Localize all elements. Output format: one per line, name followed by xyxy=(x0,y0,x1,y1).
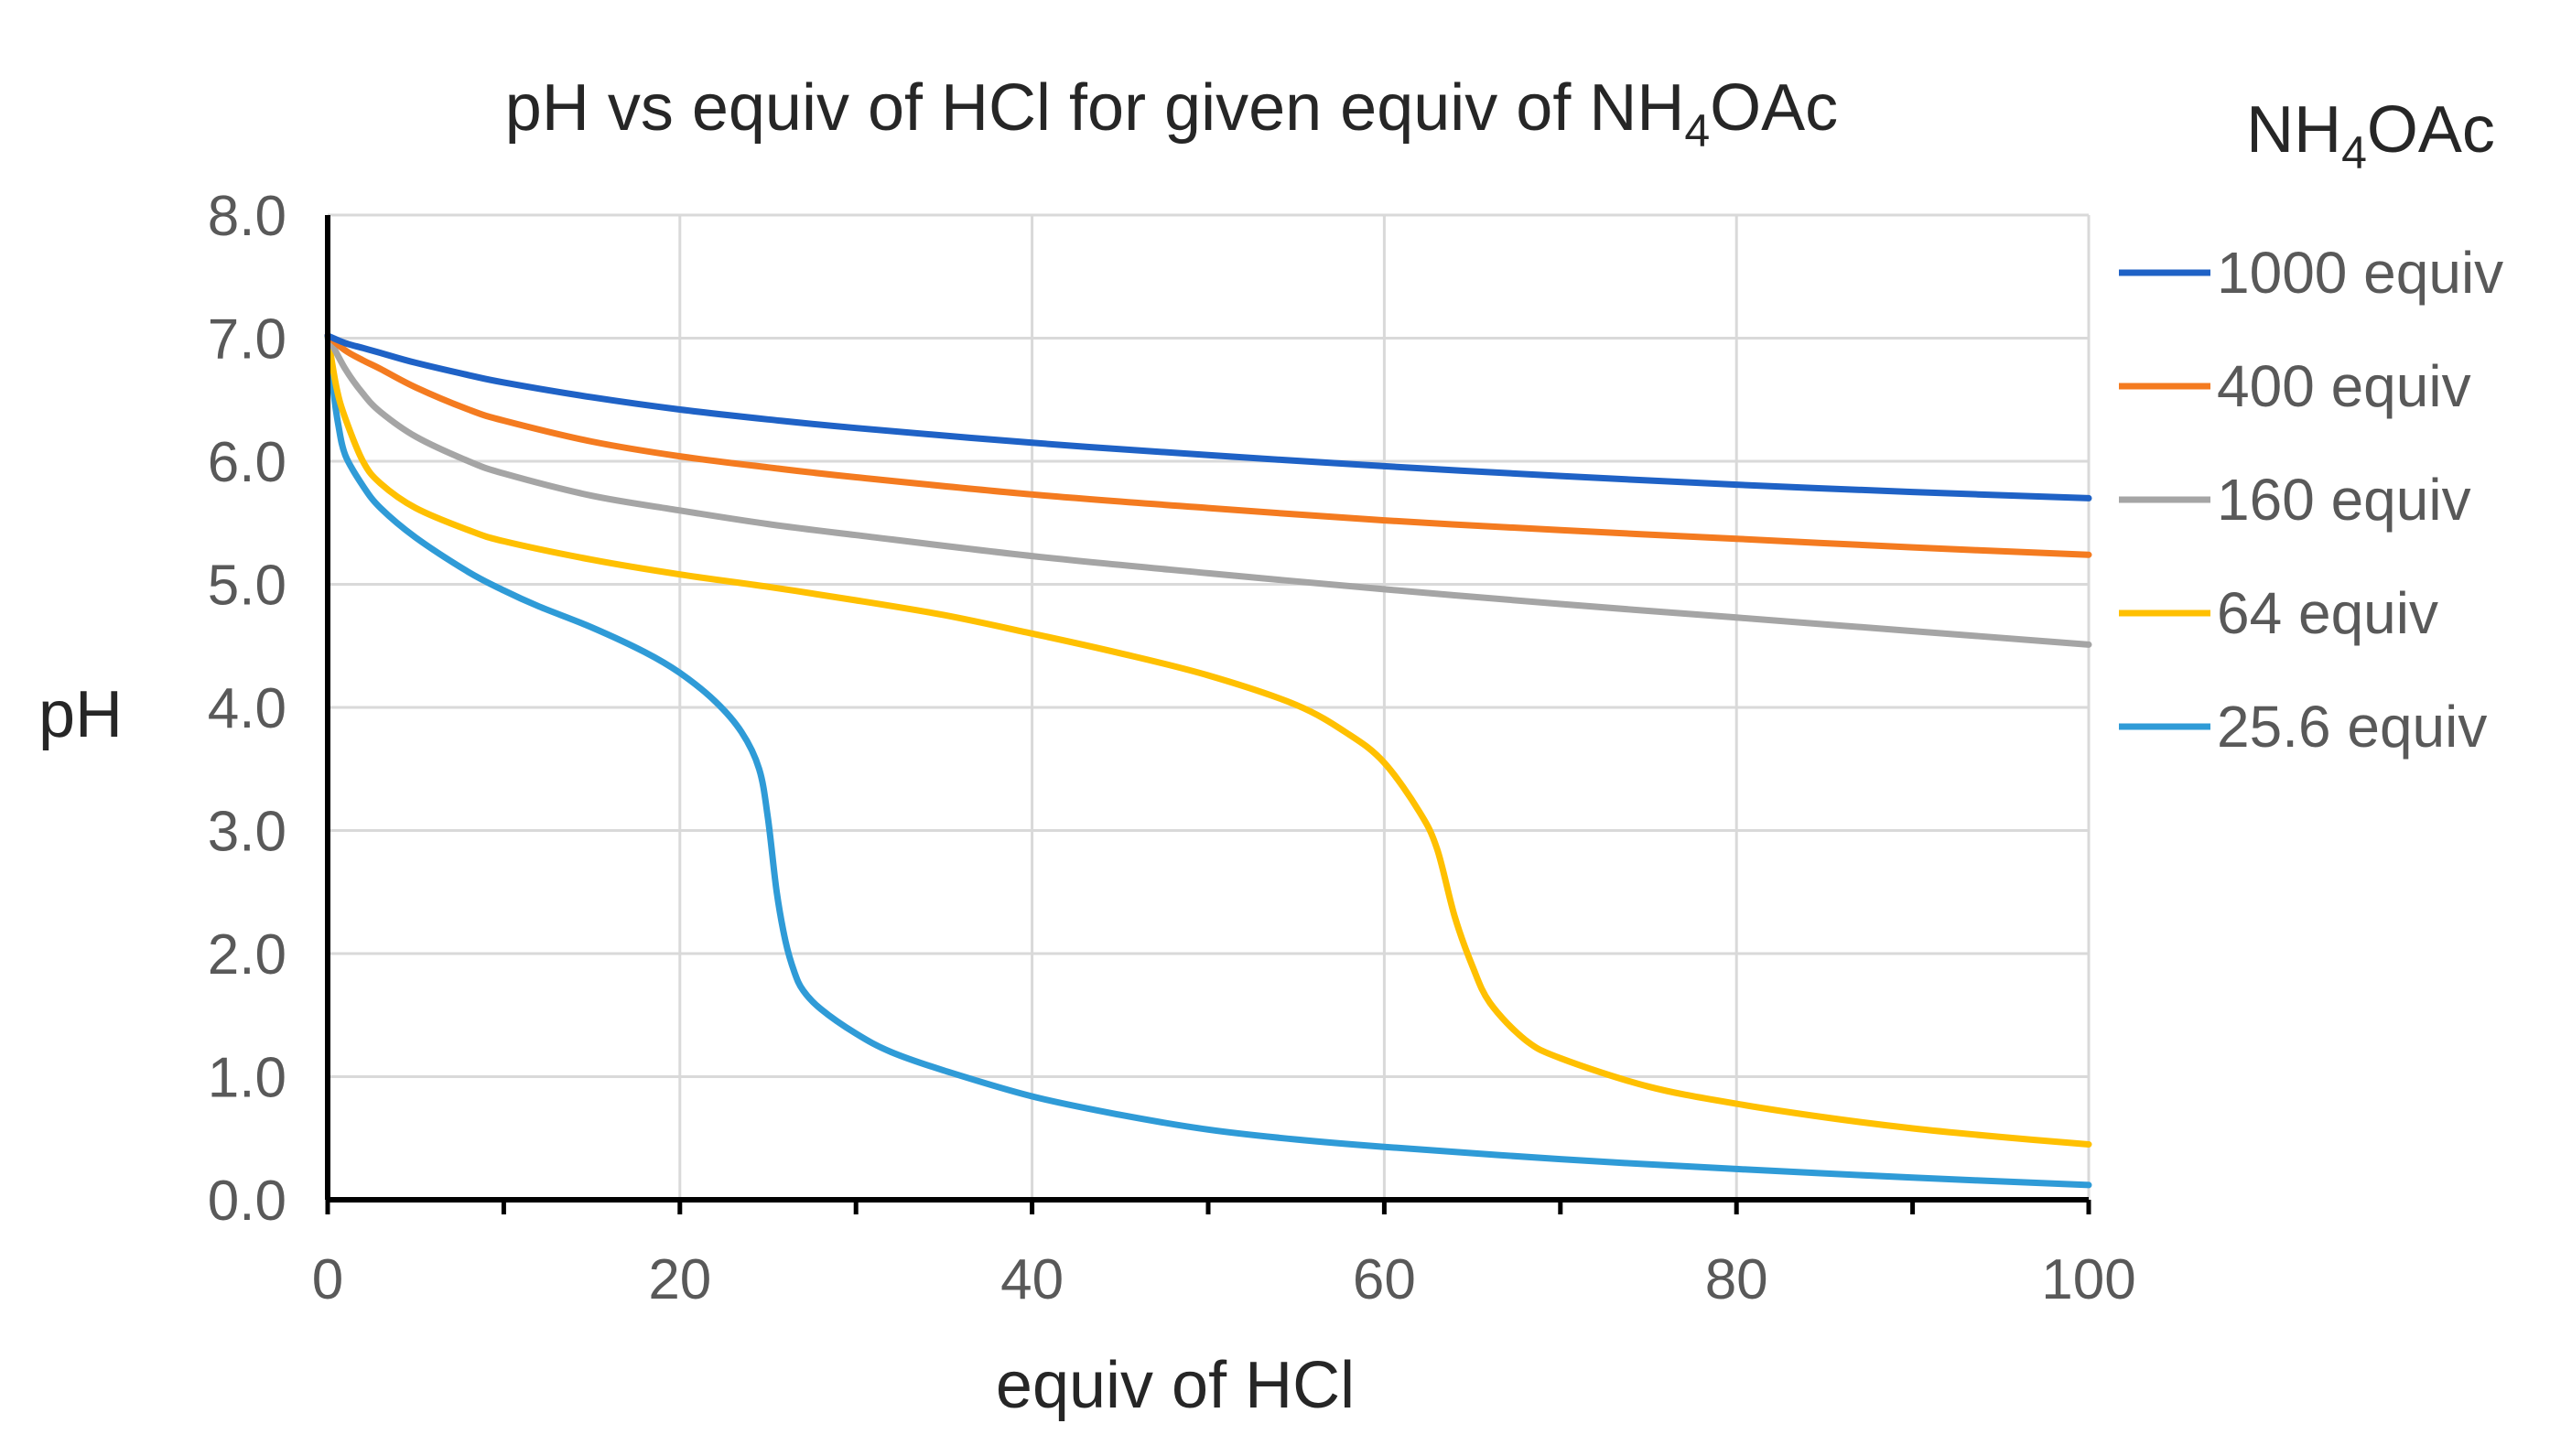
y-tick-label: 6.0 xyxy=(208,431,286,494)
x-tick-label: 100 xyxy=(2041,1248,2135,1311)
gridlines xyxy=(328,213,2091,1200)
y-tick-label: 0.0 xyxy=(208,1170,286,1233)
legend-label-400-equiv: 400 equiv xyxy=(2217,353,2471,419)
y-tick-label: 1.0 xyxy=(208,1047,286,1110)
series-line-400-equiv xyxy=(324,332,2092,558)
x-tick-label: 40 xyxy=(1000,1248,1064,1311)
legend-label-160-equiv: 160 equiv xyxy=(2217,467,2471,533)
y-tick-label: 7.0 xyxy=(208,308,286,372)
legend-label-64-equiv: 64 equiv xyxy=(2217,580,2438,646)
legend-label-1000-equiv: 1000 equiv xyxy=(2217,240,2503,306)
x-tick-label: 0 xyxy=(312,1248,343,1311)
x-tick-label: 80 xyxy=(1705,1248,1768,1311)
x-tick-label: 20 xyxy=(648,1248,711,1311)
y-tick-label: 8.0 xyxy=(208,185,286,248)
series-line-25-6-equiv xyxy=(324,332,2092,1189)
legend-label-25-6-equiv: 25.6 equiv xyxy=(2217,694,2487,760)
series-lines xyxy=(324,332,2092,1189)
x-axis-title: equiv of HCl xyxy=(996,1349,1355,1422)
series-line-1000-equiv xyxy=(324,332,2092,502)
y-tick-label: 4.0 xyxy=(208,677,286,740)
legend-title: NH4OAc xyxy=(2246,93,2495,178)
tick-labels: 0.0 1.0 2.0 3.0 4.0 5.0 6.0 7.0 8.0 0 20 40 60 80 100 xyxy=(208,185,2136,1311)
y-tick-label: 5.0 xyxy=(208,555,286,618)
chart-title: pH vs equiv of HCl for given equiv of NH… xyxy=(505,71,1838,156)
x-tick-label: 60 xyxy=(1353,1248,1416,1311)
y-tick-label: 2.0 xyxy=(208,923,286,987)
series-line-160-equiv xyxy=(324,332,2092,648)
y-axis-title: pH xyxy=(38,678,123,751)
series-line-64-equiv xyxy=(324,332,2092,1148)
legend: NH4OAc 1000 equiv 400 equiv 160 equiv 64 eq… xyxy=(2119,93,2503,760)
axes xyxy=(325,215,2091,1214)
y-tick-label: 3.0 xyxy=(208,801,286,864)
